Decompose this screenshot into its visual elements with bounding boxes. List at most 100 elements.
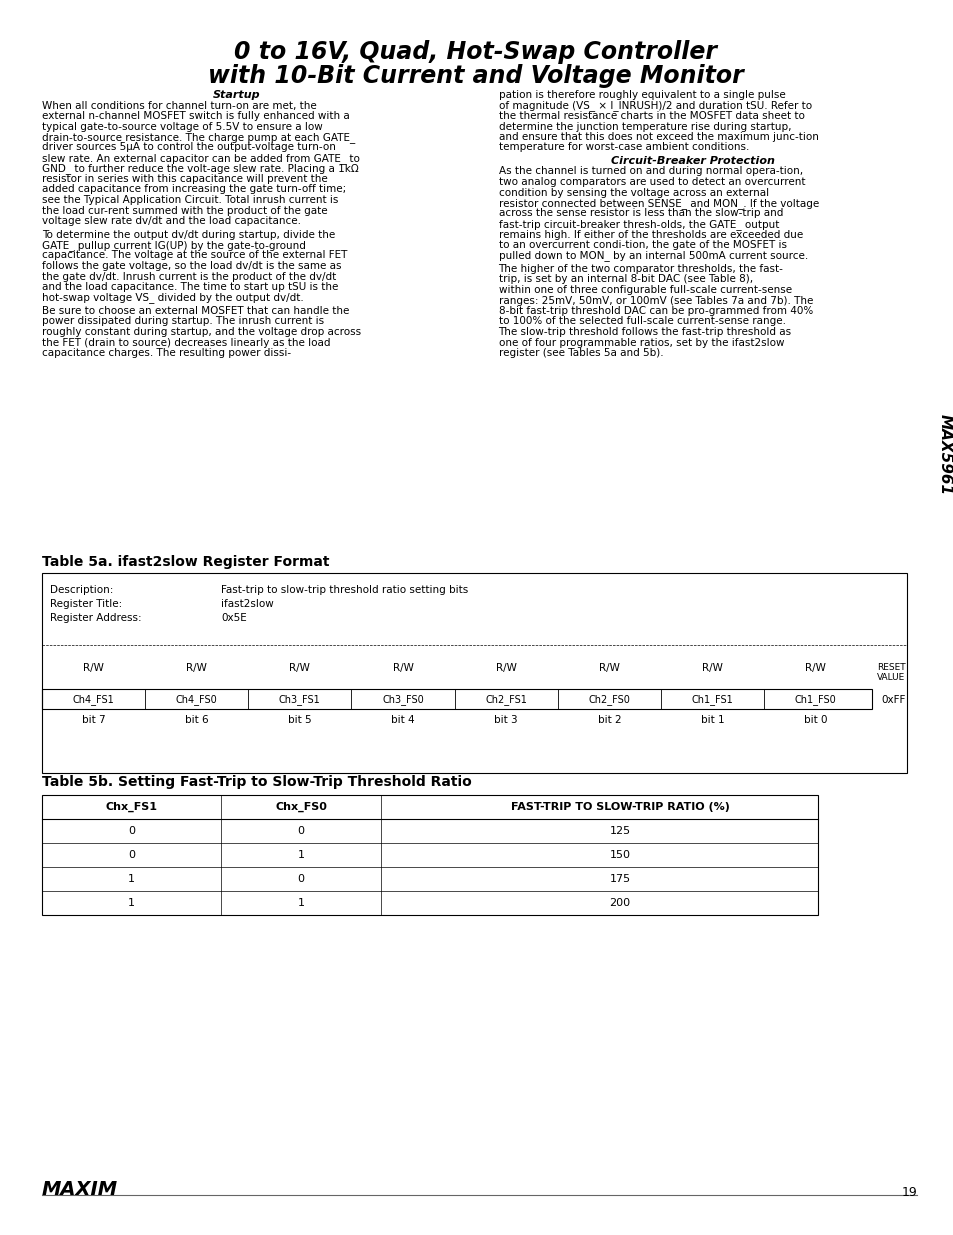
Text: 0x5E: 0x5E <box>221 613 247 622</box>
Text: remains high. If either of the thresholds are exceeded due: remains high. If either of the threshold… <box>498 230 801 240</box>
Text: RESET: RESET <box>876 663 904 672</box>
Text: voltage slew rate dv/dt and the load capacitance.: voltage slew rate dv/dt and the load cap… <box>42 216 300 226</box>
Text: Table 5b. Setting Fast-Trip to Slow-Trip Threshold Ratio: Table 5b. Setting Fast-Trip to Slow-Trip… <box>42 776 471 789</box>
Text: R/W: R/W <box>83 663 104 673</box>
Text: one of four programmable ratios, set by the ifast2slow: one of four programmable ratios, set by … <box>498 337 783 347</box>
Text: Ch2_FS0: Ch2_FS0 <box>588 694 630 705</box>
Text: R/W: R/W <box>289 663 310 673</box>
Text: VALUE: VALUE <box>876 673 904 682</box>
Text: 0xFF: 0xFF <box>880 695 904 705</box>
Text: The higher of the two comparator thresholds, the fast-: The higher of the two comparator thresho… <box>498 264 782 274</box>
Text: register (see Tables 5a and 5b).: register (see Tables 5a and 5b). <box>498 348 662 358</box>
Text: Ch4_FS0: Ch4_FS0 <box>175 694 217 705</box>
Text: roughly constant during startup, and the voltage drop across: roughly constant during startup, and the… <box>42 327 360 337</box>
Text: 0: 0 <box>128 850 135 860</box>
Text: GATE_ pullup current IG(UP) by the gate-to-ground: GATE_ pullup current IG(UP) by the gate-… <box>42 240 305 251</box>
Text: Table 5a. ifast2slow Register Format: Table 5a. ifast2slow Register Format <box>42 555 329 569</box>
Text: 175: 175 <box>609 874 630 884</box>
Text: see the Typical Application Circuit. Total inrush current is: see the Typical Application Circuit. Tot… <box>42 195 338 205</box>
Text: and the load capacitance. The time to start up tSU is the: and the load capacitance. The time to st… <box>42 282 338 291</box>
Text: R/W: R/W <box>393 663 413 673</box>
Text: resistor in series with this capacitance will prevent the: resistor in series with this capacitance… <box>42 174 327 184</box>
Text: Ch1_FS1: Ch1_FS1 <box>691 694 733 705</box>
Text: 1: 1 <box>128 874 135 884</box>
Text: bit 4: bit 4 <box>391 715 415 725</box>
Text: the FET (drain to source) decreases linearly as the load: the FET (drain to source) decreases line… <box>42 337 330 347</box>
Text: 125: 125 <box>609 826 630 836</box>
Text: the gate dv/dt. Inrush current is the product of the dv/dt: the gate dv/dt. Inrush current is the pr… <box>42 272 335 282</box>
Text: GND_ to further reduce the volt-age slew rate. Placing a 1kΩ: GND_ to further reduce the volt-age slew… <box>42 163 358 174</box>
Text: 0 to 16V, Quad, Hot-Swap Controller: 0 to 16V, Quad, Hot-Swap Controller <box>233 40 717 64</box>
Text: trip, is set by an internal 8-bit DAC (see Table 8),: trip, is set by an internal 8-bit DAC (s… <box>498 274 752 284</box>
Text: When all conditions for channel turn-on are met, the: When all conditions for channel turn-on … <box>42 100 316 110</box>
Text: ranges: 25mV, 50mV, or 100mV (see Tables 7a and 7b). The: ranges: 25mV, 50mV, or 100mV (see Tables… <box>498 295 812 305</box>
Text: of magnitude (VS_ × I_INRUSH)/2 and duration tSU. Refer to: of magnitude (VS_ × I_INRUSH)/2 and dura… <box>498 100 811 111</box>
Text: bit 1: bit 1 <box>700 715 723 725</box>
Text: the thermal resistance charts in the MOSFET data sheet to: the thermal resistance charts in the MOS… <box>498 111 803 121</box>
Text: Startup: Startup <box>213 90 260 100</box>
Bar <box>42 573 906 773</box>
Text: bit 3: bit 3 <box>494 715 517 725</box>
Text: R/W: R/W <box>598 663 619 673</box>
Text: 0: 0 <box>128 826 135 836</box>
Text: bit 6: bit 6 <box>185 715 209 725</box>
Text: temperature for worst-case ambient conditions.: temperature for worst-case ambient condi… <box>498 142 748 152</box>
Text: MAX5961: MAX5961 <box>937 415 952 495</box>
Text: Register Address:: Register Address: <box>50 613 141 622</box>
Text: drain-to-source resistance. The charge pump at each GATE_: drain-to-source resistance. The charge p… <box>42 132 355 143</box>
Text: and ensure that this does not exceed the maximum junc-tion: and ensure that this does not exceed the… <box>498 132 818 142</box>
Text: Chx_FS1: Chx_FS1 <box>106 802 157 813</box>
Text: 19: 19 <box>901 1186 916 1199</box>
Text: hot-swap voltage VS_ divided by the output dv/dt.: hot-swap voltage VS_ divided by the outp… <box>42 293 303 304</box>
Text: Ch2_FS1: Ch2_FS1 <box>485 694 527 705</box>
Text: power dissipated during startup. The inrush current is: power dissipated during startup. The inr… <box>42 316 324 326</box>
Text: added capacitance from increasing the gate turn-off time;: added capacitance from increasing the ga… <box>42 184 346 194</box>
Text: capacitance charges. The resulting power dissi-: capacitance charges. The resulting power… <box>42 348 291 358</box>
Text: bit 0: bit 0 <box>803 715 826 725</box>
Text: condition by sensing the voltage across an external: condition by sensing the voltage across … <box>498 188 768 198</box>
Text: The slow-trip threshold follows the fast-trip threshold as: The slow-trip threshold follows the fast… <box>498 327 791 337</box>
Text: Register Title:: Register Title: <box>50 599 122 609</box>
Text: 1: 1 <box>297 898 304 908</box>
Text: To determine the output dv/dt during startup, divide the: To determine the output dv/dt during sta… <box>42 230 335 240</box>
Text: fast-trip circuit-breaker thresh-olds, the GATE_ output: fast-trip circuit-breaker thresh-olds, t… <box>498 219 778 230</box>
Text: pulled down to MON_ by an internal 500mA current source.: pulled down to MON_ by an internal 500mA… <box>498 251 807 262</box>
Text: resistor connected between SENSE_ and MON_. If the voltage: resistor connected between SENSE_ and MO… <box>498 198 818 209</box>
Text: with 10-Bit Current and Voltage Monitor: with 10-Bit Current and Voltage Monitor <box>208 64 742 88</box>
Text: FAST-TRIP TO SLOW-TRIP RATIO (%): FAST-TRIP TO SLOW-TRIP RATIO (%) <box>510 802 729 811</box>
Text: 1: 1 <box>128 898 135 908</box>
Text: to 100% of the selected full-scale current-sense range.: to 100% of the selected full-scale curre… <box>498 316 784 326</box>
Text: R/W: R/W <box>186 663 207 673</box>
Text: bit 5: bit 5 <box>288 715 312 725</box>
Text: Ch3_FS0: Ch3_FS0 <box>382 694 423 705</box>
Text: pation is therefore roughly equivalent to a single pulse: pation is therefore roughly equivalent t… <box>498 90 784 100</box>
Text: Chx_FS0: Chx_FS0 <box>274 802 327 813</box>
Text: follows the gate voltage, so the load dv/dt is the same as: follows the gate voltage, so the load dv… <box>42 261 341 270</box>
Text: Circuit-Breaker Protection: Circuit-Breaker Protection <box>610 156 774 165</box>
Text: 8-bit fast-trip threshold DAC can be pro-grammed from 40%: 8-bit fast-trip threshold DAC can be pro… <box>498 306 812 316</box>
Text: driver sources 5μA to control the output-voltage turn-on: driver sources 5μA to control the output… <box>42 142 335 152</box>
Text: 0: 0 <box>297 874 304 884</box>
Text: two analog comparators are used to detect an overcurrent: two analog comparators are used to detec… <box>498 177 804 186</box>
Text: Be sure to choose an external MOSFET that can handle the: Be sure to choose an external MOSFET tha… <box>42 306 349 316</box>
Text: bit 7: bit 7 <box>82 715 105 725</box>
Text: R/W: R/W <box>804 663 825 673</box>
Text: across the sense resistor is less than the slow-trip and: across the sense resistor is less than t… <box>498 209 782 219</box>
Text: to an overcurrent condi-tion, the gate of the MOSFET is: to an overcurrent condi-tion, the gate o… <box>498 240 785 249</box>
Text: within one of three configurable full-scale current-sense: within one of three configurable full-sc… <box>498 285 791 295</box>
Text: As the channel is turned on and during normal opera-tion,: As the channel is turned on and during n… <box>498 167 801 177</box>
Text: 0: 0 <box>297 826 304 836</box>
Text: capacitance. The voltage at the source of the external FET: capacitance. The voltage at the source o… <box>42 251 347 261</box>
Text: Fast-trip to slow-trip threshold ratio setting bits: Fast-trip to slow-trip threshold ratio s… <box>221 585 468 595</box>
Text: Ch4_FS1: Ch4_FS1 <box>72 694 114 705</box>
Text: external n-channel MOSFET switch is fully enhanced with a: external n-channel MOSFET switch is full… <box>42 111 349 121</box>
Text: Description:: Description: <box>50 585 113 595</box>
Text: determine the junction temperature rise during startup,: determine the junction temperature rise … <box>498 121 790 131</box>
Text: R/W: R/W <box>496 663 517 673</box>
Text: ifast2slow: ifast2slow <box>221 599 274 609</box>
Text: 200: 200 <box>609 898 630 908</box>
Text: the load cur-rent summed with the product of the gate: the load cur-rent summed with the produc… <box>42 205 327 215</box>
Text: 150: 150 <box>609 850 630 860</box>
Bar <box>42 795 817 915</box>
Text: typical gate-to-source voltage of 5.5V to ensure a low: typical gate-to-source voltage of 5.5V t… <box>42 121 322 131</box>
